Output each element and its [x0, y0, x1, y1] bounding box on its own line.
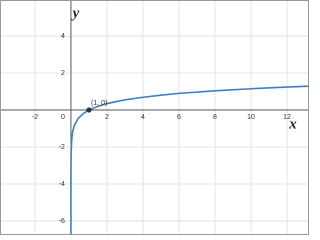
- grid: [1, 1, 308, 234]
- y-tick-label: -4: [59, 181, 65, 188]
- x-axis-label: x: [288, 116, 297, 132]
- y-tick-label: 2: [61, 70, 65, 77]
- x-tick-label: 2: [105, 114, 109, 121]
- y-tick-label: 0: [61, 114, 65, 121]
- y-tick-label: 4: [61, 33, 65, 40]
- x-tick-label: 12: [283, 114, 291, 121]
- point: [86, 107, 92, 113]
- y-tick-label: -6: [59, 218, 65, 225]
- x-tick-label: -2: [32, 114, 38, 121]
- y-tick-label: -2: [59, 144, 65, 151]
- x-tick-label: 4: [141, 114, 145, 121]
- x-tick-label: 10: [247, 114, 255, 121]
- x-tick-label: 6: [177, 114, 181, 121]
- point-label: (1, 0): [91, 100, 107, 107]
- chart: x y -2 2 4 6 8 10 12 -6 -4 -2 0 2 4 (1, 0): [0, 0, 309, 235]
- frame: [0, 0, 309, 235]
- x-tick-label: 8: [213, 114, 217, 121]
- y-axis-label: y: [71, 5, 80, 21]
